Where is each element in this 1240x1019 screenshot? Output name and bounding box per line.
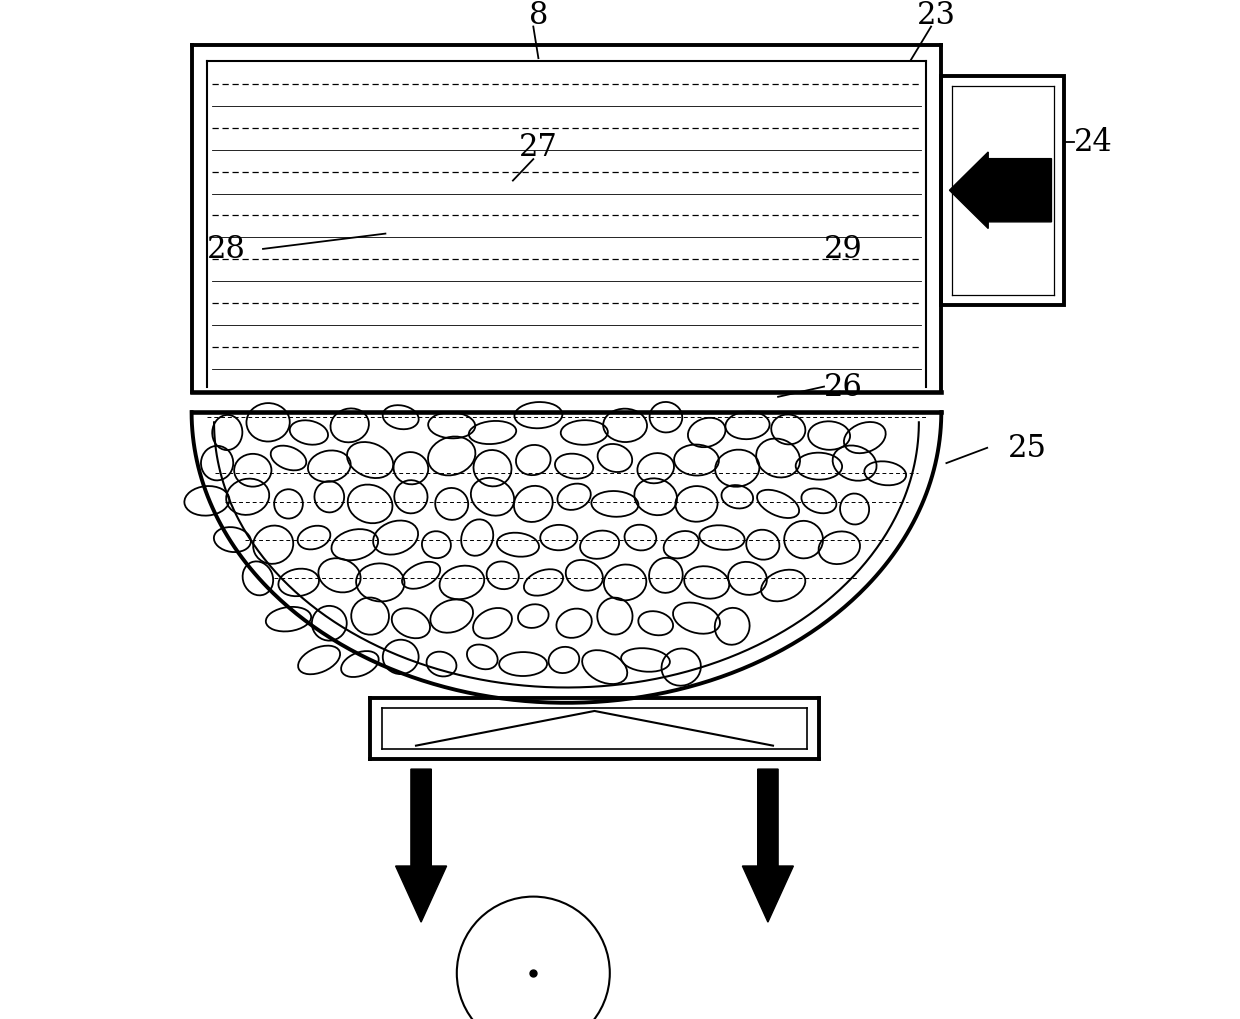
Text: 27: 27 xyxy=(520,132,558,163)
Text: 23: 23 xyxy=(916,0,956,31)
Text: 8: 8 xyxy=(528,0,548,31)
Text: 28: 28 xyxy=(207,234,246,265)
Text: 29: 29 xyxy=(825,234,863,265)
Bar xyxy=(941,76,1064,306)
Text: 24: 24 xyxy=(1074,127,1112,158)
FancyArrow shape xyxy=(743,769,794,922)
FancyArrow shape xyxy=(950,153,1052,229)
Text: 26: 26 xyxy=(825,372,863,403)
FancyArrow shape xyxy=(396,769,446,922)
Text: 25: 25 xyxy=(1008,433,1047,464)
